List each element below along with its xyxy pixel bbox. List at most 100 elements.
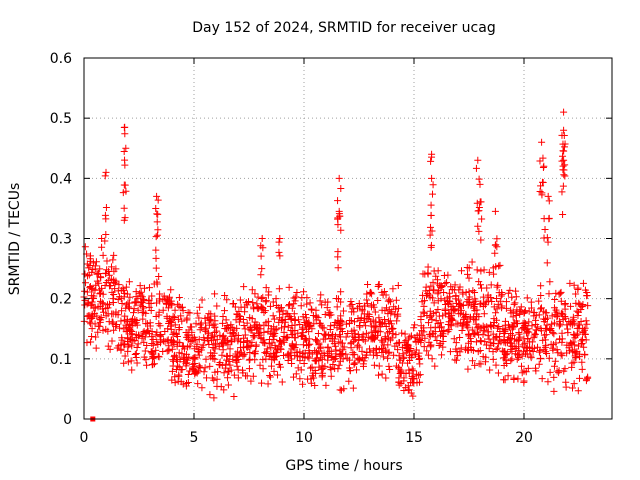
data-point [376,318,384,326]
data-point [262,284,270,292]
data-point [538,189,546,197]
data-point [336,212,344,220]
data-point [507,329,515,337]
data-point [270,367,278,375]
data-point [217,383,225,391]
data-point [494,369,502,377]
data-point [291,297,299,305]
data-point [277,345,285,353]
data-point [267,362,275,370]
data-point [353,366,361,374]
data-point [230,299,238,307]
data-point [152,312,160,320]
data-point [99,326,107,334]
data-point [390,351,398,359]
data-point [532,316,540,324]
data-point [498,302,506,310]
data-point [530,332,538,340]
data-point [284,357,292,365]
data-point [378,348,386,356]
data-point [363,296,371,304]
data-point [429,294,437,302]
data-point [363,290,371,298]
data-point [322,381,330,389]
data-point [169,315,177,323]
data-point [266,302,274,310]
data-point [375,362,383,370]
data-point [334,295,342,303]
data-point [281,322,289,330]
data-point [514,375,522,383]
data-point [256,331,264,339]
data-point [302,335,310,343]
data-point [432,308,440,316]
data-point [515,350,523,358]
data-point [316,297,324,305]
data-point [267,344,275,352]
data-point [581,351,589,359]
data-point [485,345,493,353]
data-point [476,337,484,345]
data-point [441,296,449,304]
data-point [144,327,152,335]
data-point [175,302,183,310]
data-point [494,281,502,289]
data-point [321,310,329,318]
data-point [349,305,357,313]
data-point [487,281,495,289]
data-point [334,264,342,272]
data-point [274,304,282,312]
data-point [445,326,453,334]
data-point [546,326,554,334]
data-point [424,351,432,359]
data-point [351,335,359,343]
data-point [237,349,245,357]
data-point [115,293,123,301]
data-point [120,325,128,333]
data-point [480,266,488,274]
data-point [145,284,153,292]
y-tick-label: 0.5 [50,111,72,127]
data-point [477,281,485,289]
data-point [337,339,345,347]
data-point [360,318,368,326]
data-point [297,302,305,310]
data-point [141,333,149,341]
data-point [109,318,117,326]
data-point [367,289,375,297]
data-point [454,305,462,313]
data-point [374,296,382,304]
data-point [405,369,413,377]
data-point [578,358,586,366]
data-point [437,319,445,327]
data-point [313,337,321,345]
data-point [559,182,567,190]
data-point [300,359,308,367]
data-point [388,325,396,333]
data-point [191,369,199,377]
data-point [385,296,393,304]
data-point [531,330,539,338]
data-point [164,304,172,312]
data-point [498,290,506,298]
data-point [430,286,438,294]
data-point [359,360,367,368]
data-point [557,297,565,305]
data-point [113,344,121,352]
data-point [120,147,128,155]
data-point [190,366,198,374]
data-point [348,308,356,316]
data-point [150,360,158,368]
data-point [328,337,336,345]
data-point [559,310,567,318]
data-point [127,336,135,344]
data-point [525,318,533,326]
data-point [129,309,137,317]
data-point [311,381,319,389]
data-point [434,267,442,275]
data-point [258,379,266,387]
data-point [180,345,188,353]
data-point [95,279,103,287]
data-point [274,371,282,379]
data-point [359,354,367,362]
